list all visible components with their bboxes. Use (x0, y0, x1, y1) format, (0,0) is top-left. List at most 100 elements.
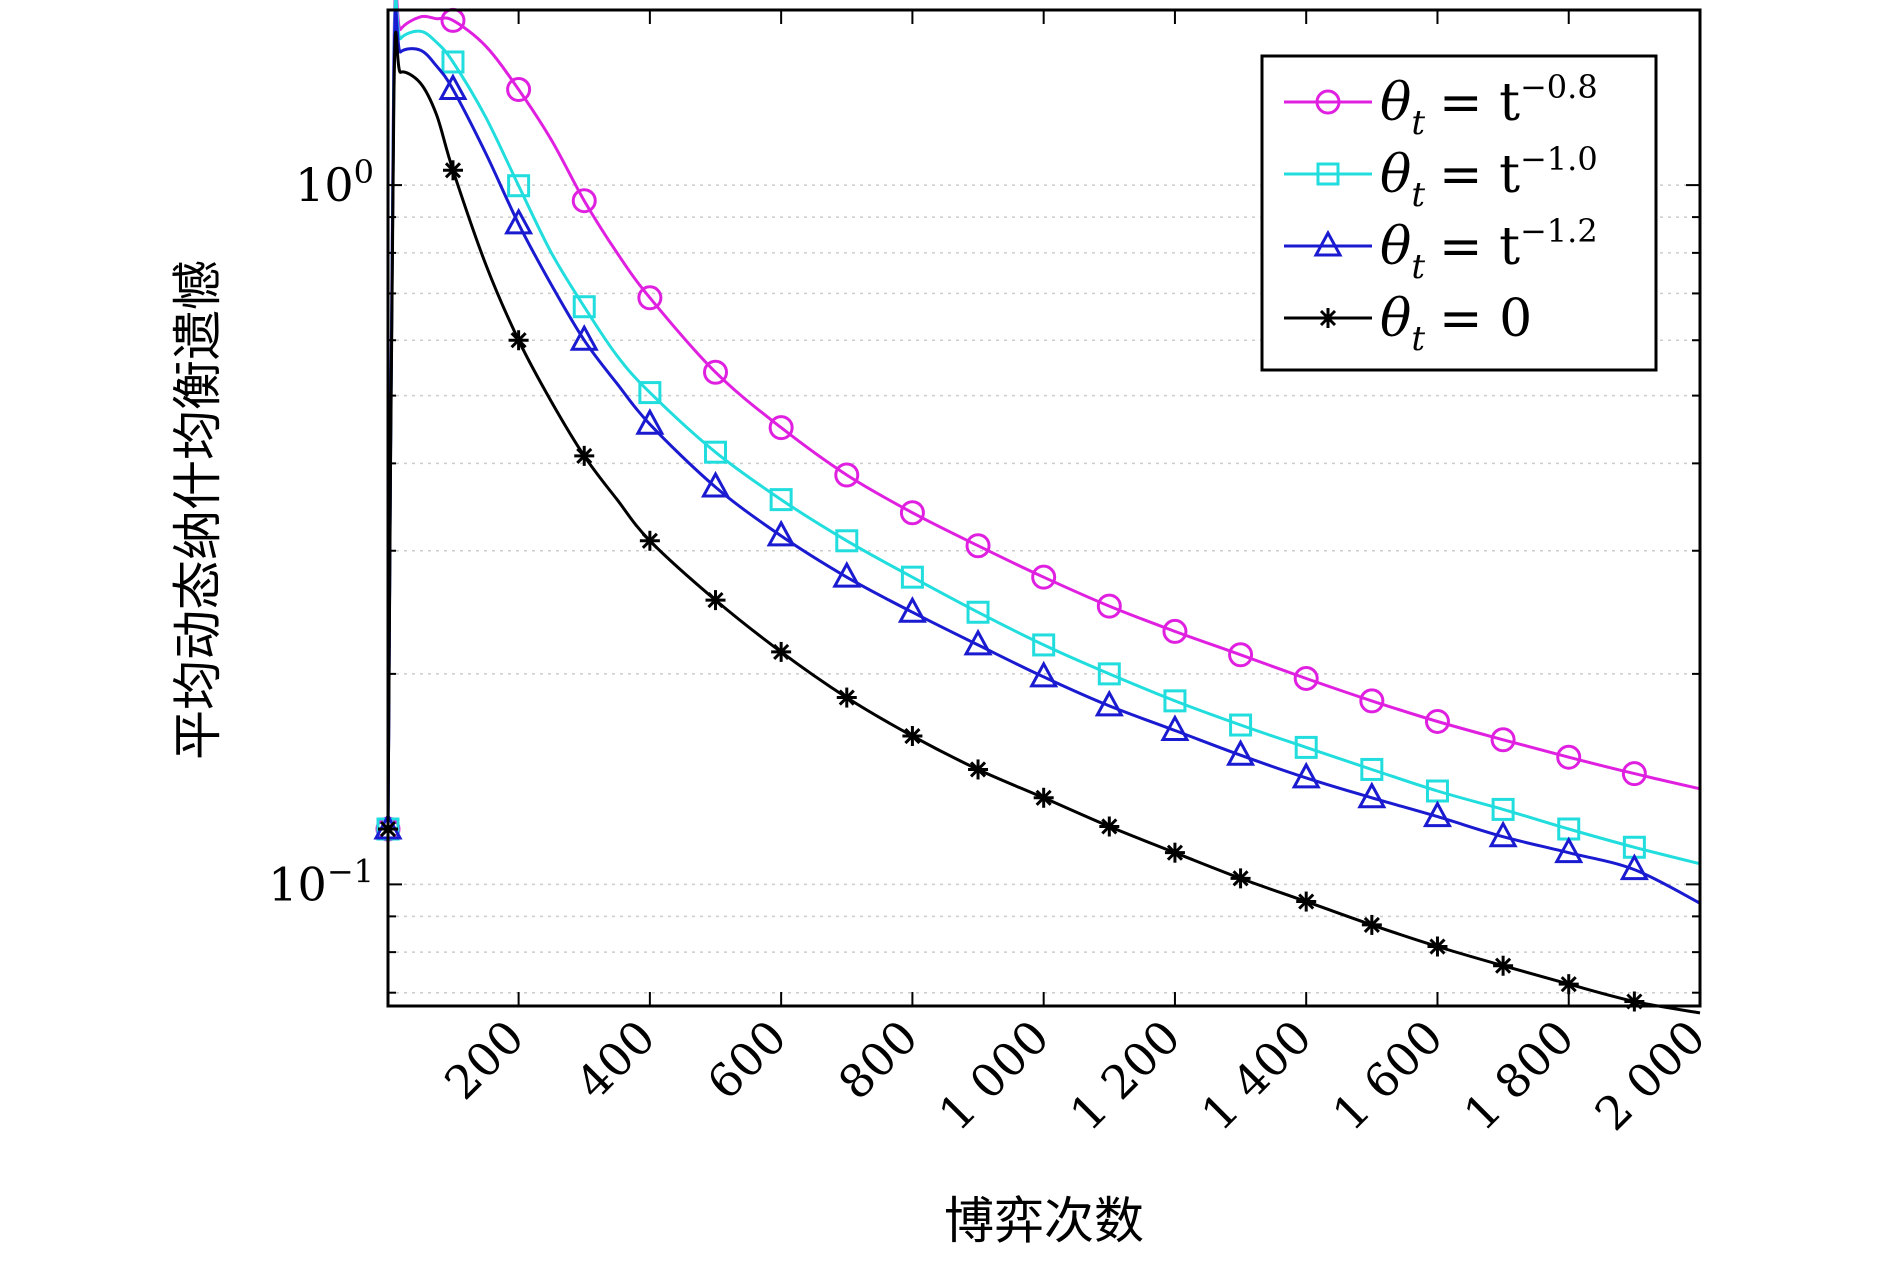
series-marker-shape (637, 285, 663, 311)
series-marker (836, 687, 857, 708)
series-marker-shape (897, 596, 927, 623)
series-marker-shape (963, 628, 993, 656)
series-marker-shape (703, 359, 729, 385)
series-marker-shape (572, 295, 596, 319)
series-marker-shape (1097, 662, 1121, 686)
series-marker-stroke (838, 689, 855, 706)
series-marker (508, 330, 529, 351)
series-marker (966, 600, 990, 624)
y-tick-label: 100 (295, 153, 374, 212)
series-2 (373, 8, 1701, 905)
series-marker (569, 324, 599, 351)
series-marker (571, 188, 597, 214)
series-marker-shape (1094, 689, 1124, 717)
series-marker (1033, 787, 1054, 808)
series-marker-shape (1293, 665, 1319, 691)
series-marker (504, 207, 534, 235)
series-marker (1619, 853, 1649, 881)
series-marker (1162, 618, 1188, 644)
series-marker (1554, 836, 1584, 864)
series-marker-shape (899, 500, 925, 526)
series-marker (438, 73, 468, 101)
series-marker (1163, 689, 1187, 713)
series-marker (1294, 735, 1318, 759)
series-marker-shape (1160, 714, 1190, 741)
series-marker (1422, 800, 1452, 828)
series-marker-shape (1490, 727, 1516, 753)
series-marker-stroke (510, 332, 527, 349)
series-marker-shape (1554, 836, 1584, 864)
series-marker-shape (507, 174, 531, 198)
series-marker-stroke (1298, 893, 1315, 910)
series-marker (899, 500, 925, 526)
legend-entry: θt = 0 (1284, 289, 1532, 359)
series-marker-stroke (1495, 957, 1512, 974)
series-marker-shape (832, 561, 862, 588)
series-marker (639, 530, 660, 551)
series-marker-shape (1360, 757, 1384, 781)
series-marker-shape (1032, 633, 1056, 657)
legend-label: θt = t−1.2 (1380, 212, 1598, 287)
series-marker (1556, 744, 1582, 770)
series-marker-shape (1488, 820, 1518, 848)
series-marker (1296, 891, 1317, 912)
series-marker (1424, 708, 1450, 734)
legend-label: θt = t−0.8 (1380, 68, 1598, 143)
series-marker (1226, 739, 1256, 766)
legend-marker-shape (1313, 229, 1343, 257)
series-marker (1621, 761, 1647, 787)
series-marker-stroke (444, 162, 462, 179)
series-marker-shape (635, 408, 665, 435)
series-marker (1624, 991, 1645, 1012)
series-marker (700, 470, 731, 498)
y-axis-title: 平均动态纳什均衡遗憾 (169, 260, 227, 760)
series-marker-shape (834, 462, 860, 488)
series-line (386, 8, 1701, 905)
series-marker-shape (1357, 781, 1387, 809)
series-marker-shape (1031, 564, 1057, 590)
series-marker-stroke (1035, 789, 1052, 806)
series-marker (1357, 781, 1387, 809)
series-marker-shape (966, 600, 990, 624)
series-marker-shape (1162, 618, 1188, 644)
series-marker (507, 174, 531, 198)
series-marker (1360, 757, 1384, 781)
series-marker (832, 561, 862, 588)
legend-marker-shape (1315, 89, 1341, 115)
series-marker-shape (638, 381, 662, 405)
series-marker (1230, 868, 1251, 889)
series-marker (1029, 660, 1059, 688)
series-marker (1293, 665, 1319, 691)
series-marker-shape (1228, 642, 1254, 668)
series-group (373, 0, 1701, 1015)
series-marker (1096, 593, 1122, 619)
series-marker (963, 628, 993, 656)
series-marker (705, 590, 726, 611)
series-marker-stroke (1363, 916, 1380, 933)
series-marker (766, 519, 796, 547)
series-marker-stroke (1429, 938, 1446, 955)
series-marker-shape (569, 324, 599, 351)
series-marker-shape (506, 77, 532, 103)
series-marker (574, 445, 595, 466)
legend-entry: θt = t−0.8 (1284, 68, 1598, 143)
series-marker (768, 415, 794, 441)
series-marker-stroke (969, 761, 987, 778)
x-axis-title: 博弈次数 (944, 1192, 1144, 1250)
series-marker (441, 50, 465, 74)
series-marker (637, 285, 663, 311)
series-marker-stroke (576, 447, 593, 464)
series-marker (965, 533, 991, 559)
series-marker-shape (1294, 735, 1318, 759)
series-marker (835, 529, 859, 553)
series-marker-shape (1029, 660, 1059, 688)
series-marker (1229, 713, 1253, 737)
series-marker (1558, 974, 1579, 995)
series-marker (1361, 914, 1382, 935)
series-marker (834, 462, 860, 488)
series-marker-shape (1229, 713, 1253, 737)
legend-marker-shape (1316, 162, 1340, 186)
legend-entry: θt = t−1.0 (1284, 140, 1598, 215)
series-marker-stroke (904, 727, 921, 745)
